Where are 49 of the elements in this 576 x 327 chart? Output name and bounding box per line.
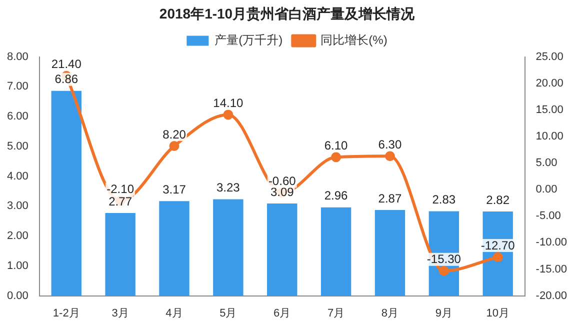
data-label: -0.60: [268, 174, 296, 188]
data-label: 2.83: [432, 192, 456, 207]
y2-tick-label: 5.00: [536, 157, 558, 170]
y2-tick-label: 25.00: [536, 50, 564, 63]
y-tick-label: 6.00: [6, 110, 28, 123]
y2-tick-label: 20.00: [536, 77, 564, 90]
data-label: 6.86: [54, 72, 78, 86]
y-tick-label: 8.00: [6, 50, 28, 63]
y-tick-label: 2.00: [6, 230, 28, 242]
data-label: -15.30: [426, 252, 462, 266]
y-tick-label: 1.00: [6, 260, 28, 272]
x-tick-label: 7月: [327, 307, 345, 320]
data-label: 2.77: [108, 194, 132, 208]
y-tick-label: 0.00: [6, 290, 28, 302]
data-label: 21.40: [51, 57, 82, 72]
y-tick-label: 5.00: [6, 140, 28, 152]
x-tick-label: 6月: [274, 307, 291, 320]
chart-title: 2018年1-10月贵州省白酒产量及增长情况: [159, 5, 416, 22]
data-label: 6.10: [324, 138, 348, 152]
x-tick-label: 5月: [220, 307, 237, 320]
x-tick-label: 9月: [435, 307, 452, 320]
y2-tick-label: 0.00: [536, 184, 558, 196]
x-tick-label: 10月: [486, 307, 510, 320]
data-label: 2.96: [324, 188, 348, 203]
y2-tick-label: -5.00: [536, 210, 561, 222]
x-tick-label: 1-2月: [52, 307, 80, 320]
y-tick-label: 4.00: [6, 170, 28, 182]
y-tick-label: 3.00: [6, 200, 28, 212]
legend-label: 产量(万千升): [214, 33, 283, 48]
data-label: 3.17: [162, 182, 186, 196]
x-tick-label: 3月: [112, 307, 129, 320]
y2-tick-label: -15.00: [536, 263, 568, 276]
y2-tick-label: -20.00: [536, 290, 568, 302]
y2-tick-label: 15.00: [536, 104, 564, 116]
x-tick-label: 8月: [381, 307, 399, 320]
y2-tick-label: 10.00: [536, 130, 564, 142]
data-label: 2.87: [378, 191, 402, 206]
y-tick-label: 7.00: [6, 80, 28, 93]
data-label: 3.09: [270, 184, 294, 199]
data-label: 14.10: [213, 96, 244, 110]
y2-tick-label: -10.00: [536, 236, 568, 249]
data-label: -12.70: [480, 238, 516, 252]
data-label: 3.23: [216, 180, 240, 195]
data-label: 2.82: [486, 192, 510, 207]
data-label: -2.10: [106, 182, 134, 196]
x-tick-label: 4月: [166, 307, 183, 320]
data-label: 8.20: [162, 127, 186, 142]
data-label: 6.30: [378, 137, 402, 152]
legend-label: 同比增长(%): [320, 33, 388, 48]
